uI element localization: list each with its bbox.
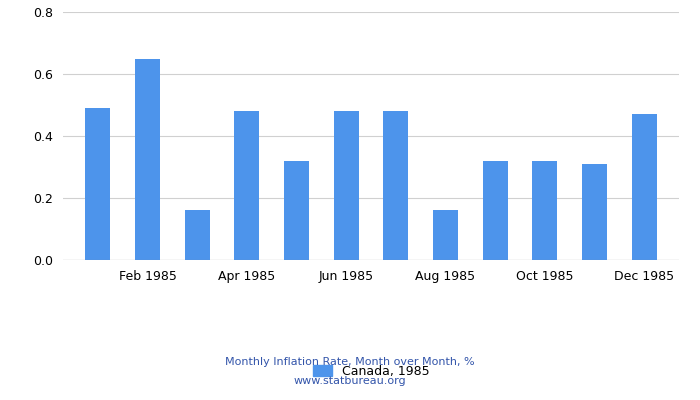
Bar (185, 210, 209, 260)
Bar (85, 108, 110, 260)
Bar (433, 210, 458, 260)
Bar (284, 161, 309, 260)
Bar (533, 161, 557, 260)
Bar (384, 111, 408, 260)
Bar (582, 164, 607, 260)
Legend: Canada, 1985: Canada, 1985 (308, 360, 434, 383)
Bar (334, 111, 358, 260)
Bar (632, 114, 657, 260)
Bar (234, 111, 259, 260)
Text: www.statbureau.org: www.statbureau.org (294, 376, 406, 386)
Bar (483, 161, 507, 260)
Bar (135, 58, 160, 260)
Text: Monthly Inflation Rate, Month over Month, %: Monthly Inflation Rate, Month over Month… (225, 357, 475, 367)
